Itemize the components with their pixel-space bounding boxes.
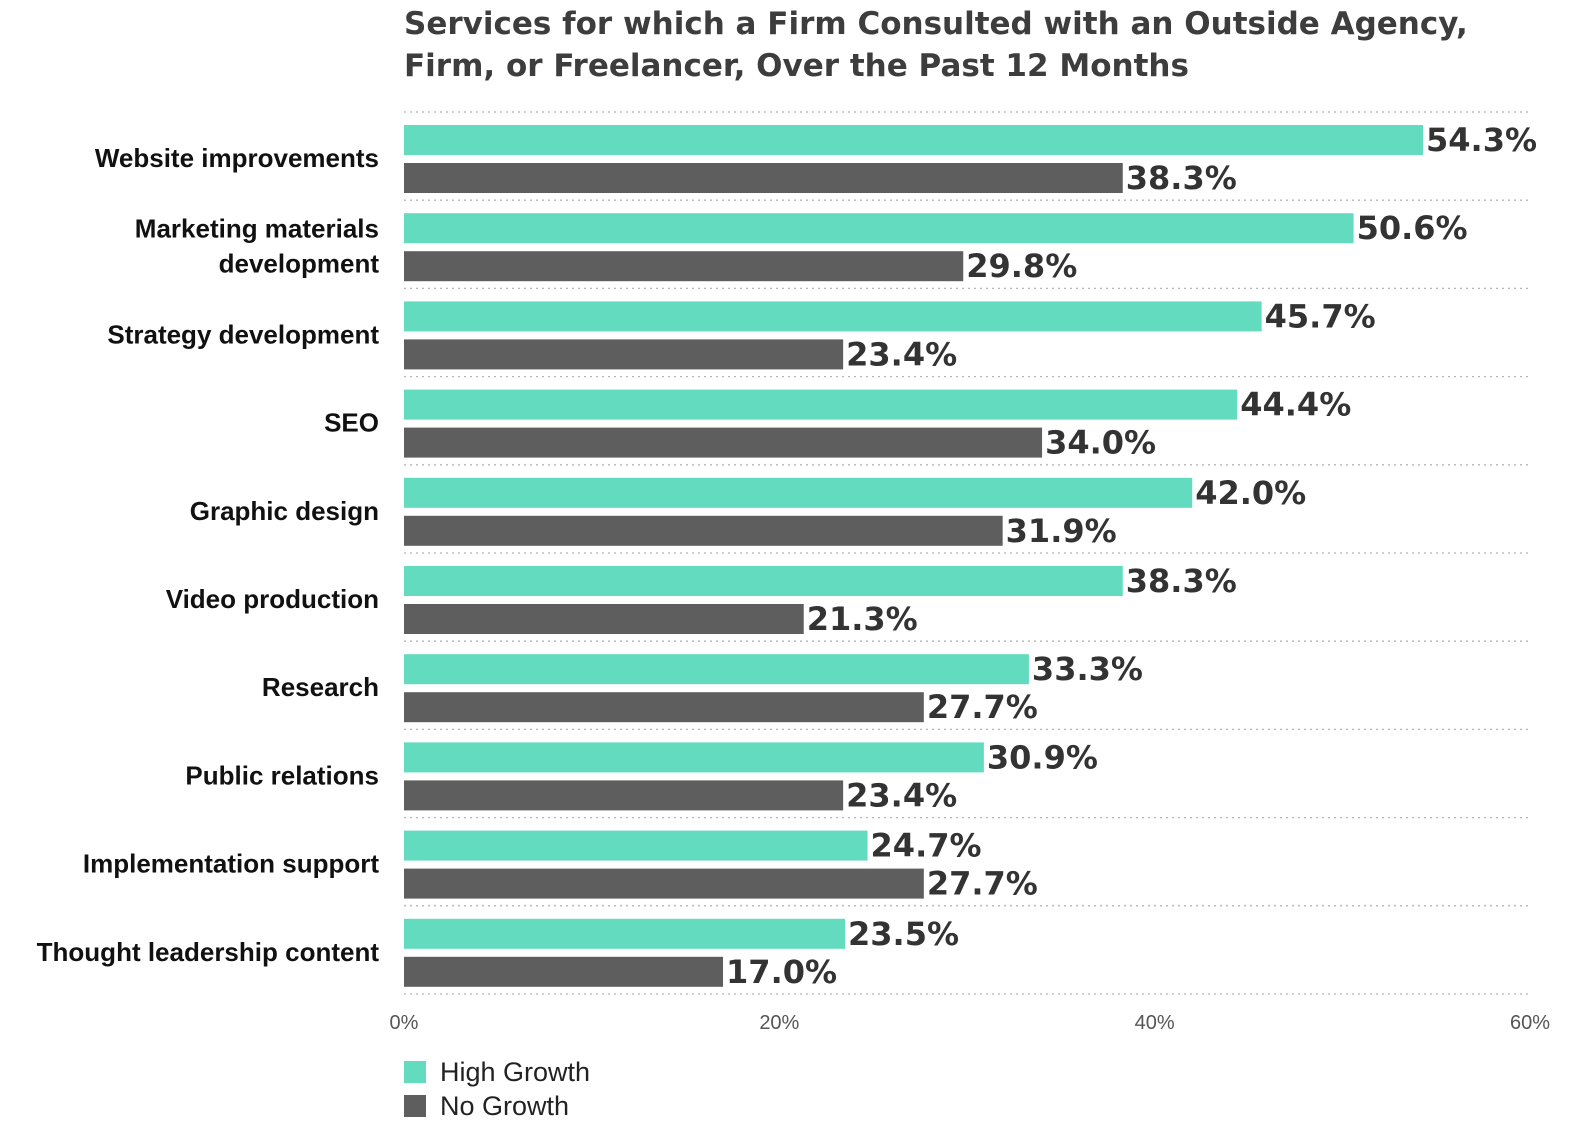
bar-high-growth (404, 830, 868, 861)
legend-label: No Growth (440, 1091, 569, 1121)
category-label: Implementation support (83, 849, 379, 879)
data-label: 38.3% (1126, 159, 1237, 197)
bar-no-growth (404, 868, 924, 899)
bar-high-growth (404, 654, 1029, 685)
legend-swatch (404, 1061, 426, 1083)
category-label: development (219, 249, 380, 279)
bar-no-growth (404, 515, 1003, 546)
legend-label: High Growth (440, 1057, 590, 1087)
bar-no-growth (404, 780, 844, 811)
category-label: Graphic design (190, 496, 379, 526)
bar-high-growth (404, 125, 1424, 155)
data-label: 24.7% (871, 827, 982, 865)
bar-no-growth (404, 251, 964, 282)
category-label: Thought leadership content (37, 937, 380, 967)
data-label: 31.9% (1006, 512, 1117, 550)
data-label: 33.3% (1032, 650, 1143, 688)
data-label: 34.0% (1045, 424, 1156, 462)
category-label: Research (262, 672, 379, 702)
category-label: Marketing materials (135, 214, 379, 244)
data-label: 44.4% (1240, 386, 1351, 424)
data-label: 23.4% (846, 776, 957, 814)
data-label: 27.7% (927, 865, 1038, 903)
data-label: 38.3% (1126, 562, 1237, 600)
data-label: 45.7% (1265, 297, 1376, 335)
data-label: 29.8% (966, 247, 1077, 285)
chart-title-line-1: Services for which a Firm Consulted with… (404, 6, 1468, 42)
bar-high-growth (404, 213, 1354, 244)
bar-no-growth (404, 163, 1123, 193)
category-label: Video production (166, 584, 379, 614)
data-label: 30.9% (987, 738, 1098, 776)
data-label: 23.5% (848, 915, 959, 953)
data-label: 54.3% (1426, 121, 1537, 159)
chart-title: Services for which a Firm Consulted with… (404, 6, 1468, 84)
x-tick-label: 20% (759, 1012, 799, 1034)
legend-swatch (404, 1095, 426, 1117)
bar-no-growth (404, 692, 924, 723)
bar-no-growth (404, 604, 804, 634)
bar-high-growth (404, 566, 1123, 596)
x-tick-label: 60% (1510, 1012, 1550, 1034)
data-label: 17.0% (726, 953, 837, 991)
category-label: Website improvements (95, 143, 379, 173)
bar-high-growth (404, 742, 984, 773)
legend: High Growth No Growth (404, 1057, 590, 1121)
bar-no-growth (404, 956, 724, 987)
data-label: 23.4% (846, 335, 957, 373)
x-tick-label: 0% (390, 1012, 419, 1034)
bar-high-growth (404, 389, 1238, 420)
data-label: 42.0% (1195, 474, 1306, 512)
x-tick-label: 40% (1135, 1012, 1175, 1034)
data-label: 50.6% (1357, 209, 1468, 247)
chart-title-line-2: Firm, or Freelancer, Over the Past 12 Mo… (404, 48, 1189, 84)
category-label: SEO (324, 408, 379, 438)
data-label: 27.7% (927, 688, 1038, 726)
bar-high-growth (404, 301, 1262, 332)
x-axis-ticks: 0% 20% 40% 60% (390, 1012, 1551, 1034)
bar-high-growth (404, 918, 846, 949)
grid-lines (404, 111, 1530, 995)
category-labels: Website improvements Marketing materials d… (37, 143, 380, 967)
bar-no-growth (404, 339, 844, 370)
data-label: 21.3% (807, 600, 918, 638)
bars: 54.3% 38.3% 50.6% 29.8% 45.7% 23.4% 44.4% 34.0%… (404, 121, 1537, 991)
category-label: Public relations (185, 760, 379, 790)
bar-no-growth (404, 427, 1043, 458)
category-label: Strategy development (107, 319, 379, 349)
bar-high-growth (404, 477, 1193, 508)
